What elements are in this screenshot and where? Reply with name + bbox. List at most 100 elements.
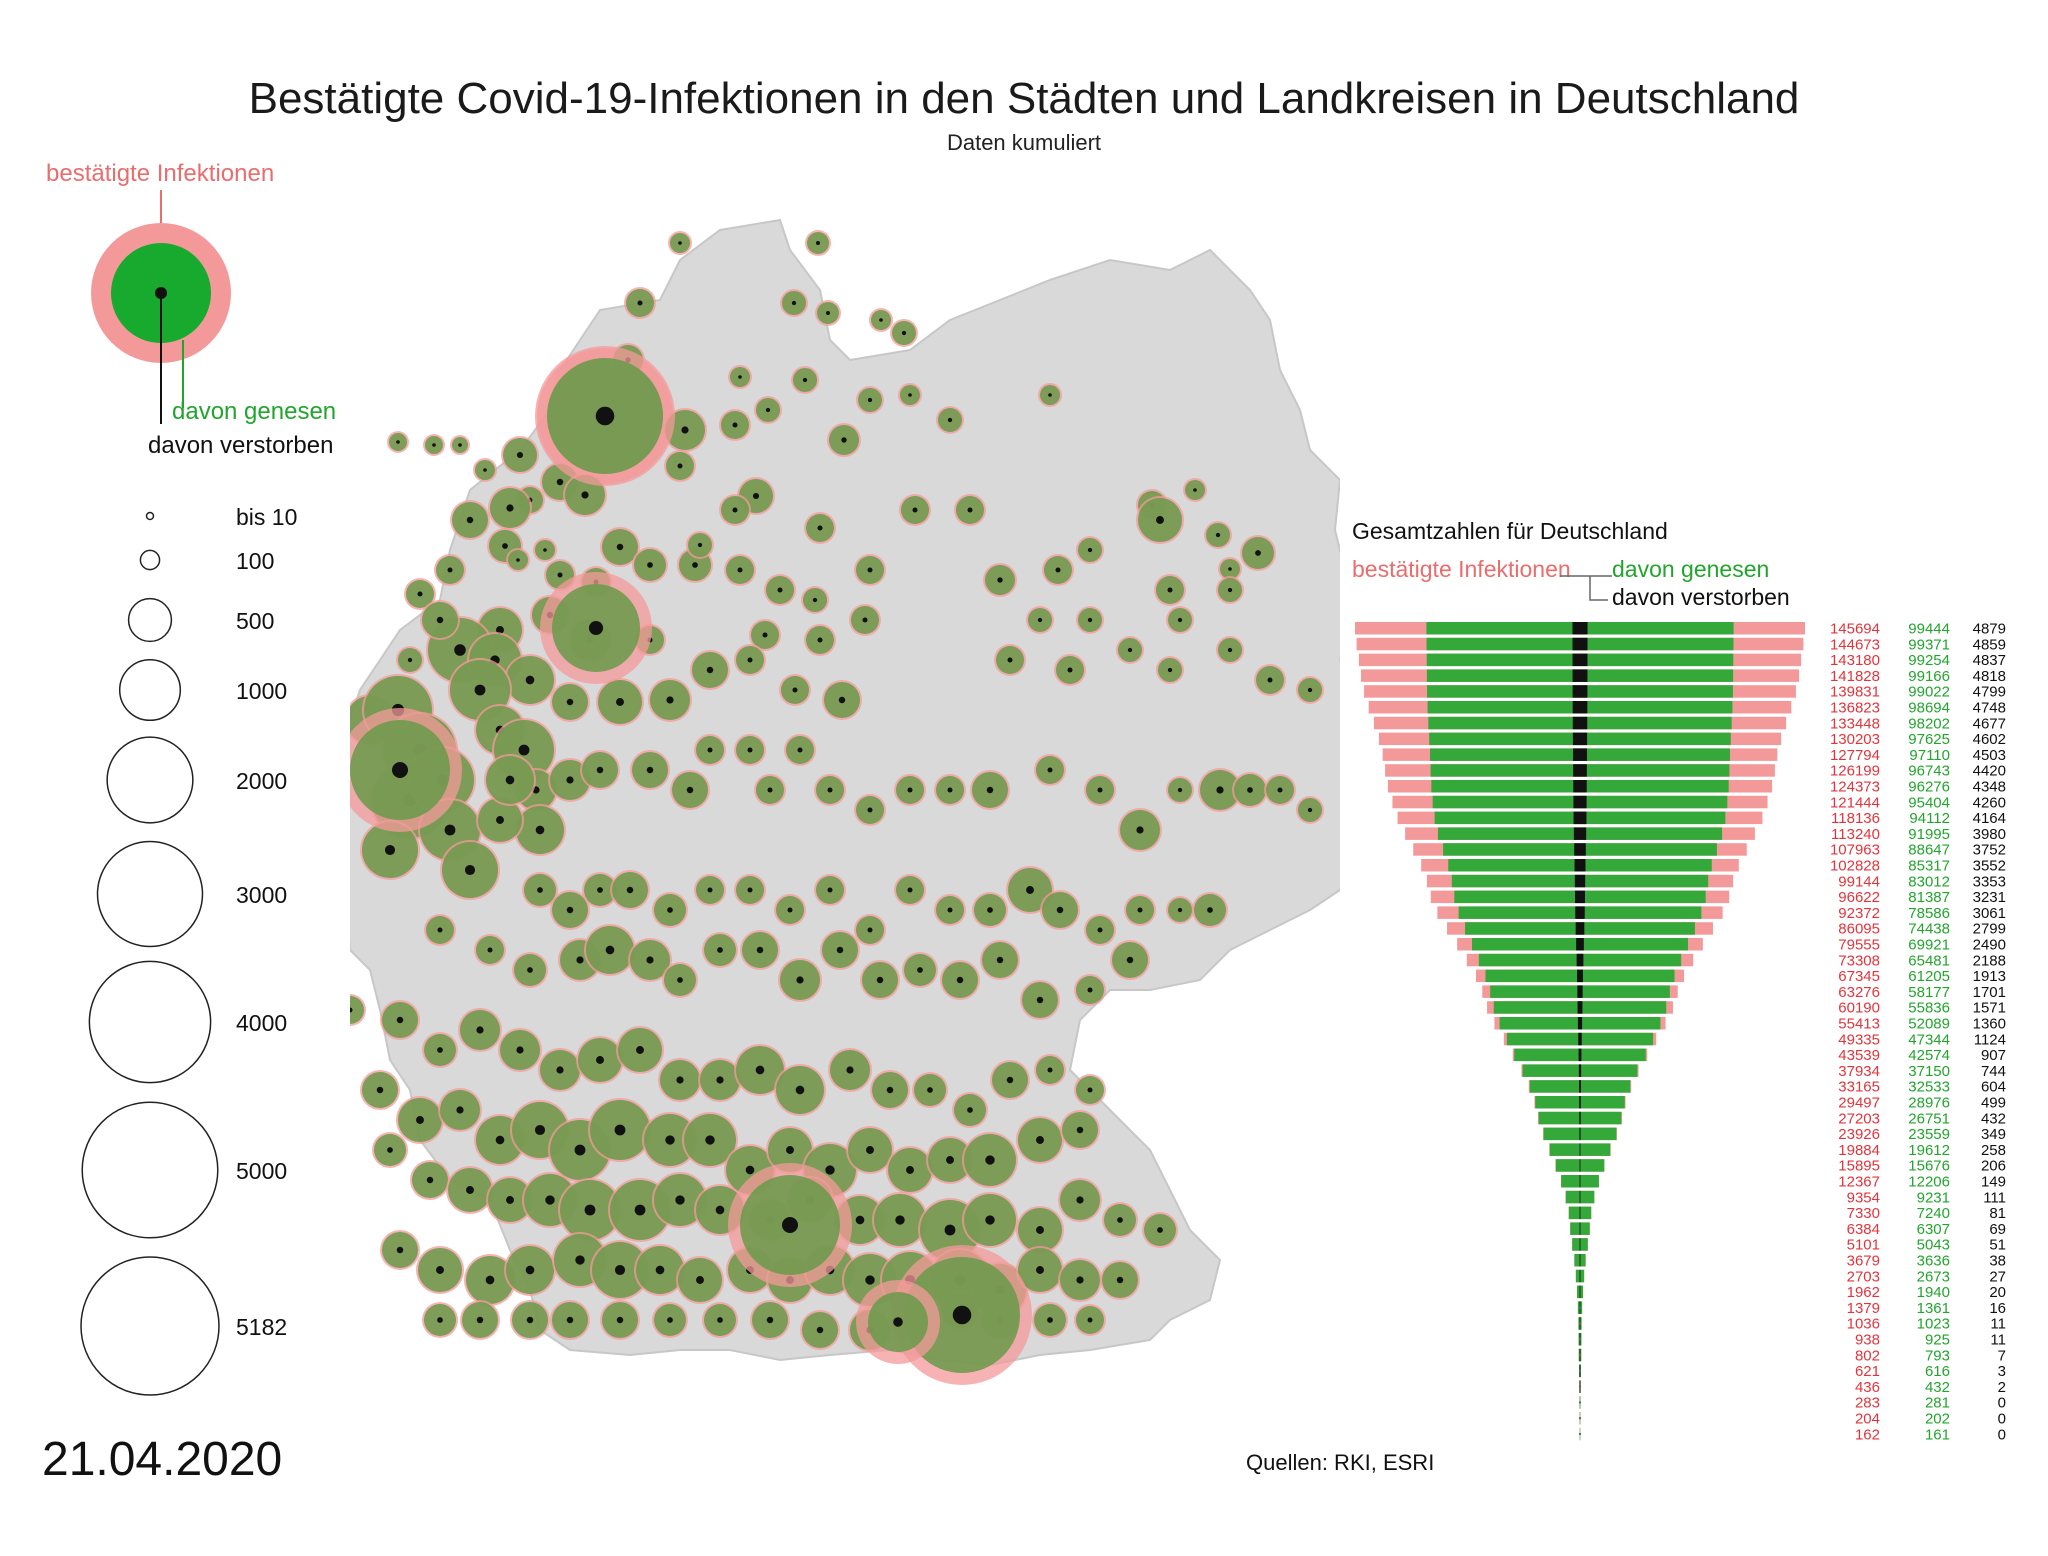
district-deaths-dot <box>384 844 396 856</box>
value-recovered: 1940 <box>1917 1284 1950 1301</box>
district-deaths-dot <box>545 1195 555 1205</box>
district-deaths-dot <box>496 816 504 824</box>
totals-legend-bracket <box>1560 575 1612 601</box>
district-deaths-dot <box>396 440 400 444</box>
district-deaths-dot <box>646 766 654 774</box>
bar-deaths <box>1573 764 1587 777</box>
value-recovered: 85317 <box>1908 858 1950 875</box>
bar-dot <box>1578 1353 1582 1357</box>
district-deaths-dot <box>596 766 604 774</box>
value-deaths: 499 <box>1981 1095 2006 1112</box>
district-deaths-dot <box>1117 1217 1123 1223</box>
value-deaths: 4859 <box>1973 636 2006 653</box>
value-confirmed: 9354 <box>1847 1189 1880 1206</box>
bar-deaths <box>1573 795 1587 809</box>
district-deaths-dot <box>1076 1126 1084 1134</box>
value-confirmed: 2703 <box>1847 1268 1880 1285</box>
district-deaths-dot <box>1267 677 1273 683</box>
district-deaths-dot <box>437 1317 443 1323</box>
bar-deaths <box>1573 827 1587 840</box>
value-recovered: 99254 <box>1908 652 1950 669</box>
district-deaths-dot <box>518 744 530 756</box>
district-deaths-dot <box>655 1265 665 1275</box>
district-deaths-dot <box>534 1124 546 1136</box>
district-deaths-dot <box>537 887 543 893</box>
district-deaths-dot <box>1097 787 1103 793</box>
value-recovered: 281 <box>1925 1395 1950 1412</box>
value-confirmed: 63276 <box>1838 984 1880 1001</box>
district-deaths-dot <box>855 1215 865 1225</box>
value-confirmed: 49335 <box>1838 1031 1880 1048</box>
district-deaths-dot <box>516 1046 524 1054</box>
value-recovered: 65481 <box>1908 952 1950 969</box>
district-deaths-dot <box>1277 787 1283 793</box>
district-deaths-dot <box>1087 617 1093 623</box>
district-deaths-dot <box>947 787 953 793</box>
value-confirmed: 29497 <box>1838 1095 1880 1112</box>
legend-recovered-label: davon genesen <box>172 398 337 425</box>
district-deaths-dot <box>1056 906 1064 914</box>
value-recovered: 7240 <box>1917 1205 1950 1222</box>
district-deaths-dot <box>762 632 768 638</box>
district-deaths-dot <box>350 1007 353 1013</box>
district-deaths-dot <box>732 422 738 428</box>
district-deaths-dot <box>1215 532 1221 538</box>
value-deaths: 3980 <box>1973 826 2006 843</box>
district-deaths-dot <box>1087 547 1093 553</box>
value-confirmed: 96622 <box>1838 889 1880 906</box>
value-confirmed: 204 <box>1855 1411 1880 1428</box>
value-recovered: 1023 <box>1917 1316 1950 1333</box>
district-deaths-dot <box>787 907 793 913</box>
value-deaths: 258 <box>1981 1142 2006 1159</box>
district-deaths-dot <box>596 1056 604 1064</box>
district-deaths-dot <box>396 1016 404 1024</box>
size-circle <box>139 549 161 571</box>
city-deaths-dot <box>893 1317 903 1327</box>
value-deaths: 432 <box>1981 1110 2006 1127</box>
size-label: 4000 <box>236 1010 288 1036</box>
value-deaths: 2188 <box>1973 952 2006 969</box>
city-deaths-dot <box>782 1217 798 1233</box>
district-deaths-dot <box>867 397 873 403</box>
district-deaths-dot <box>737 567 743 573</box>
value-recovered: 6307 <box>1917 1221 1950 1238</box>
district-deaths-dot <box>527 967 533 973</box>
value-deaths: 1913 <box>1973 968 2006 985</box>
district-deaths-dot <box>677 977 683 983</box>
value-deaths: 38 <box>1989 1253 2006 1270</box>
value-confirmed: 1379 <box>1847 1300 1880 1317</box>
district-deaths-dot <box>1076 1276 1084 1284</box>
bar-deaths <box>1579 1285 1581 1299</box>
bracket-line <box>1560 575 1612 601</box>
district-deaths-dot <box>797 747 803 753</box>
district-deaths-dot <box>505 775 515 785</box>
value-confirmed: 99144 <box>1838 873 1880 890</box>
value-deaths: 4879 <box>1973 622 2006 638</box>
district-deaths-dot <box>1055 567 1061 573</box>
bar-deaths <box>1573 811 1587 825</box>
value-recovered: 99371 <box>1908 636 1950 653</box>
district-deaths-dot <box>841 437 847 443</box>
value-deaths: 1124 <box>1974 1031 2006 1048</box>
legend-deaths-label: davon verstorben <box>148 432 334 459</box>
bar-deaths <box>1579 1159 1581 1172</box>
district-deaths-dot <box>516 451 524 459</box>
value-confirmed: 143180 <box>1830 652 1880 669</box>
value-confirmed: 621 <box>1855 1363 1880 1380</box>
district-deaths-dot <box>738 375 742 379</box>
size-scale <box>80 511 220 1396</box>
value-confirmed: 118136 <box>1831 810 1880 827</box>
value-deaths: 4348 <box>1973 779 2006 796</box>
district-deaths-dot <box>526 1316 534 1324</box>
bar-dot <box>1578 1401 1582 1404</box>
district-deaths-dot <box>566 776 574 784</box>
value-recovered: 19612 <box>1908 1142 1950 1159</box>
value-confirmed: 6384 <box>1847 1221 1880 1238</box>
district-deaths-dot <box>1007 657 1013 663</box>
totals-title: Gesamtzahlen für Deutschland <box>1352 518 1668 544</box>
district-deaths-dot <box>987 907 993 913</box>
city-deaths-dot <box>595 406 615 426</box>
chart-subtitle: Daten kumuliert <box>946 130 1102 155</box>
value-deaths: 7 <box>1998 1347 2006 1364</box>
value-confirmed: 121444 <box>1830 794 1880 811</box>
